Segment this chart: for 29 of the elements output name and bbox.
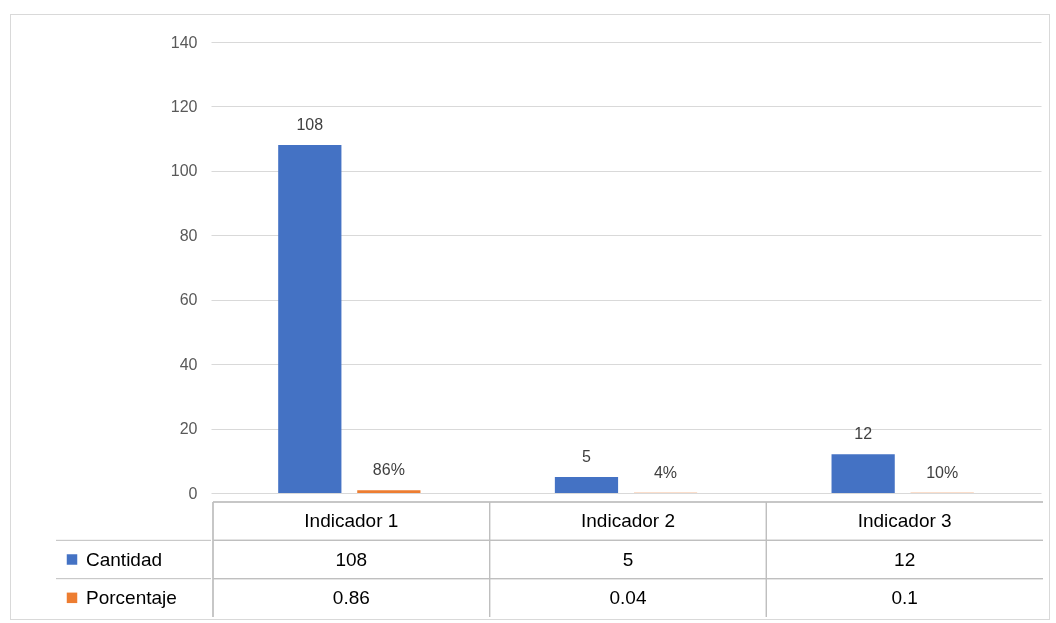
data-label: 108: [296, 116, 324, 134]
data-label: 86%: [372, 461, 405, 479]
data-label: 4%: [653, 463, 678, 481]
y-tick-label: 80: [179, 226, 198, 244]
text: 0.1: [891, 586, 918, 608]
y-tick-label: 20: [179, 420, 198, 438]
text: 0.04: [609, 586, 647, 608]
legend-label: Cantidad: [86, 548, 163, 570]
legend-label: Porcentaje: [86, 586, 177, 608]
x-tick-label: Indicador 2: [580, 510, 676, 532]
text: 108: [335, 548, 368, 570]
y-tick-label: 100: [170, 162, 198, 180]
x-tick-label: Indicador 1: [304, 510, 399, 532]
bar: [554, 476, 619, 493]
y-tick-label: 0: [188, 484, 198, 502]
y-tick-label: 120: [170, 97, 198, 115]
text: 0.86: [332, 586, 370, 608]
x-tick-label: Indicador 3: [857, 510, 952, 532]
data-label: 12: [854, 425, 873, 443]
text: 12: [894, 548, 916, 570]
bar: [357, 490, 421, 493]
data-label: 5: [582, 447, 592, 465]
bar: [278, 145, 342, 493]
text: 5: [622, 548, 634, 570]
y-tick-label: 60: [179, 291, 198, 309]
y-tick-label: 40: [179, 355, 198, 373]
y-tick-label: 140: [170, 33, 198, 51]
data-label: 10%: [926, 463, 959, 481]
bar: [831, 454, 895, 493]
